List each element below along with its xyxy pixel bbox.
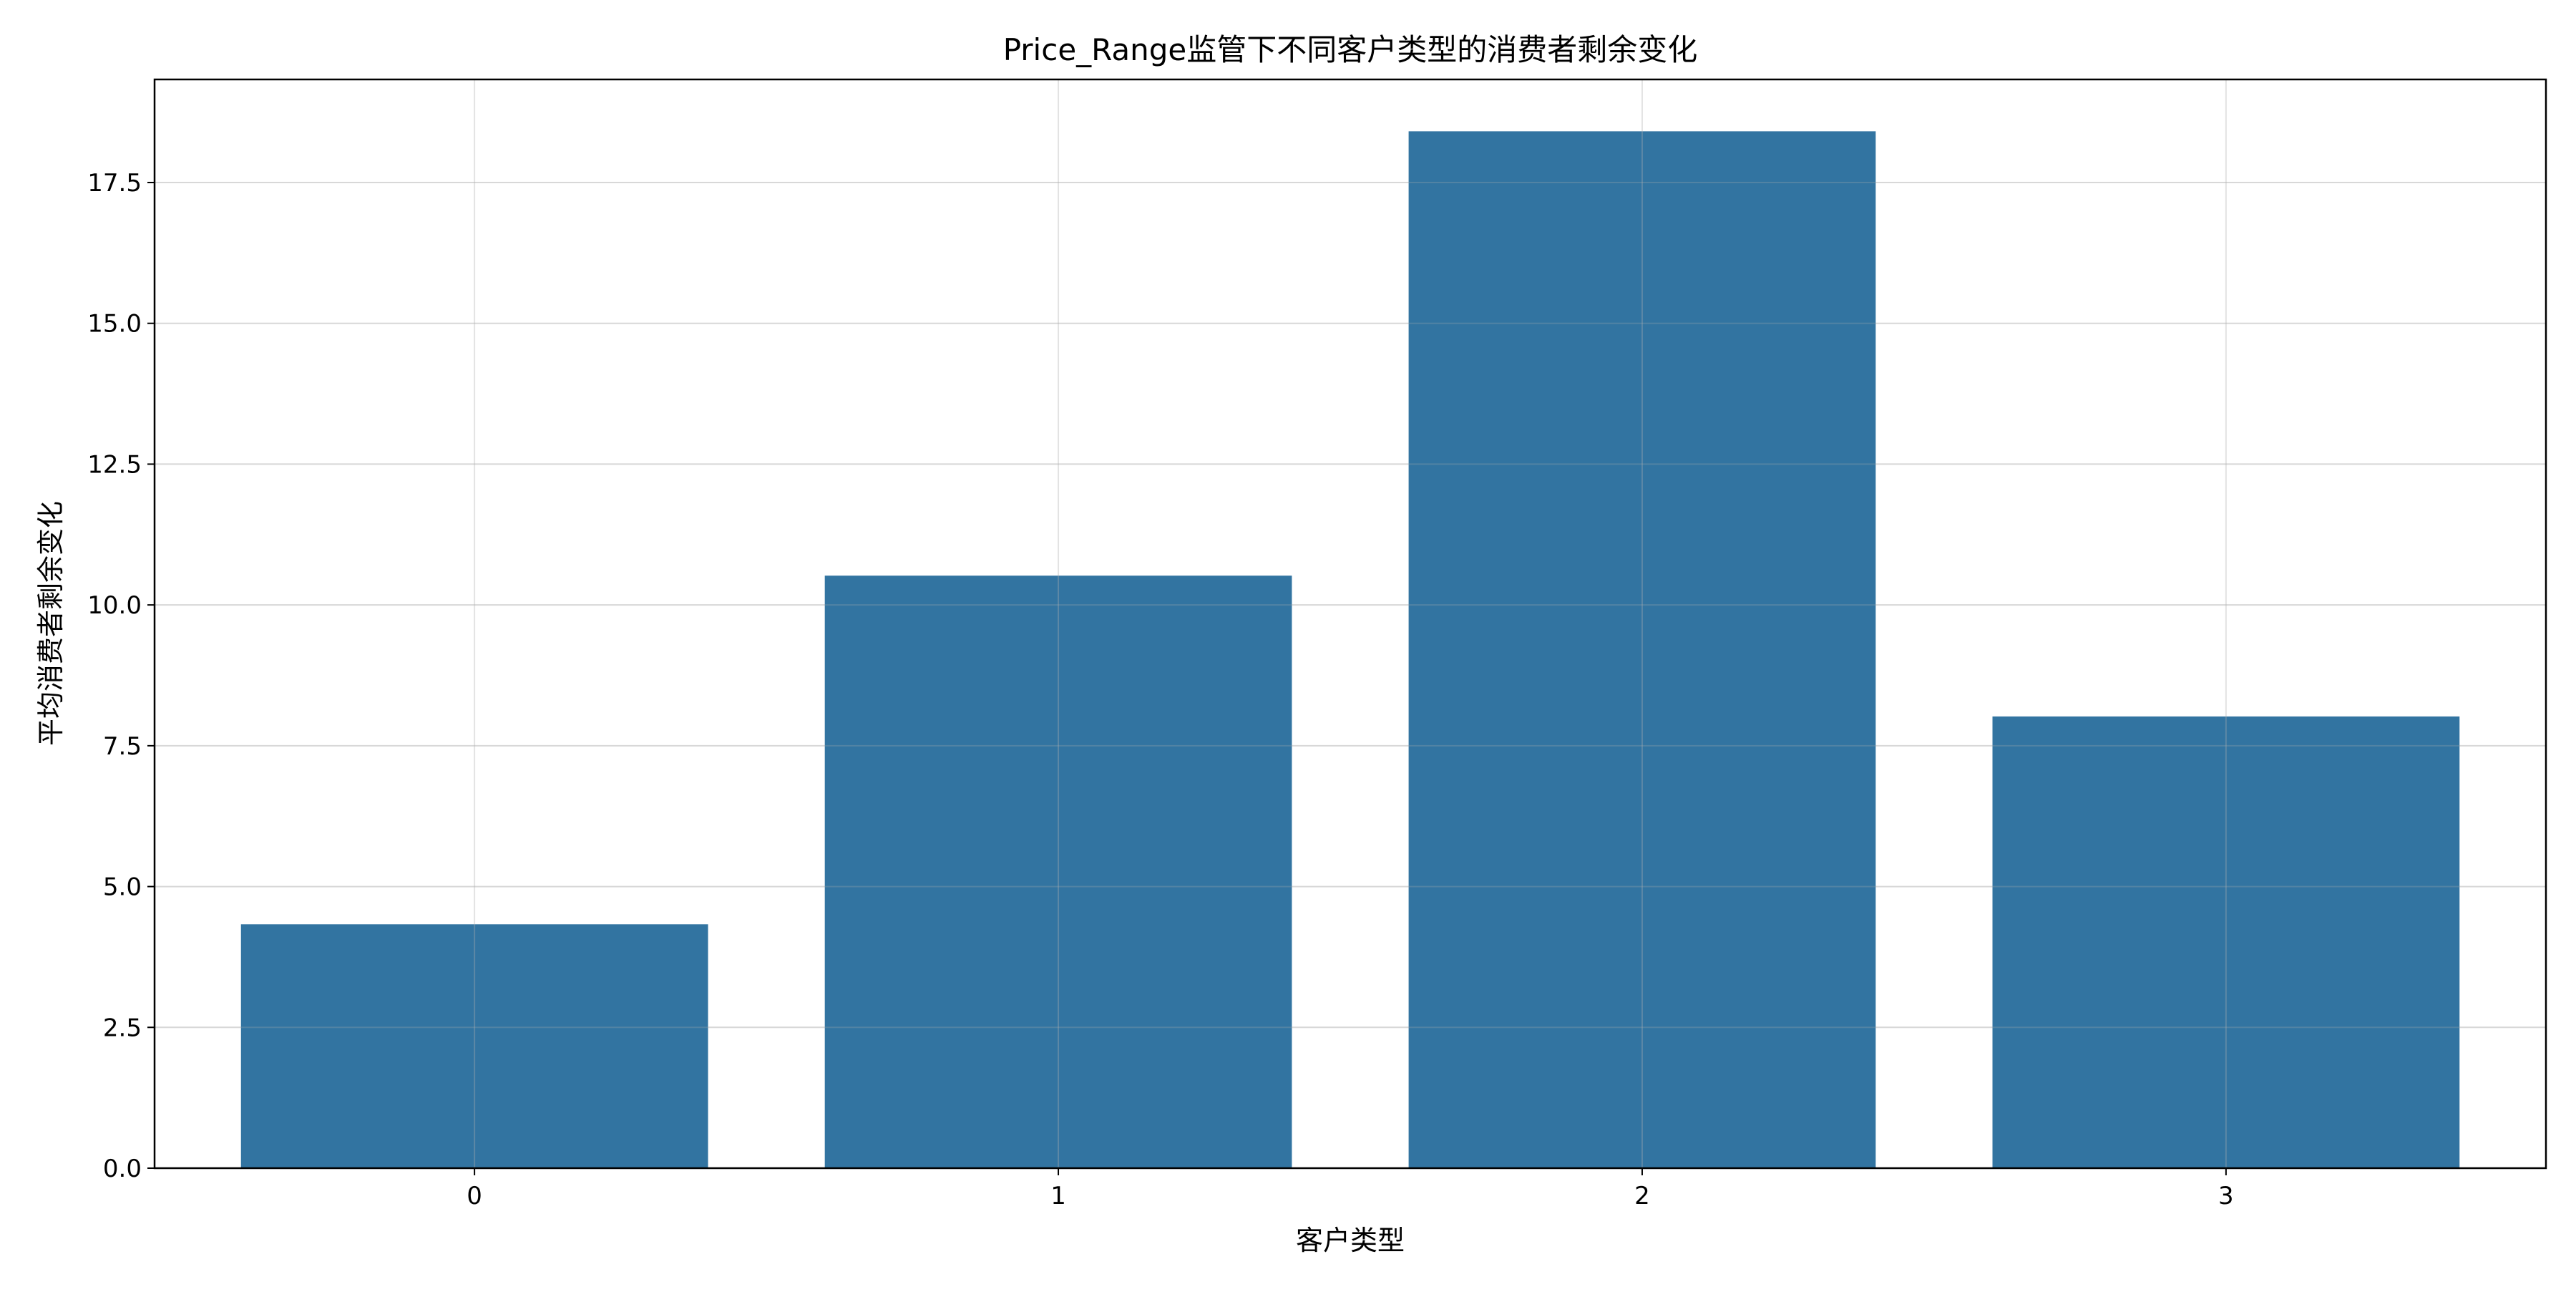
x-tick-label: 2 [1634,1182,1650,1210]
x-tick-label: 3 [2218,1182,2234,1210]
tick-layer: 0.0 2.5 5.0 7.5 10.0 12.5 15.0 17.5 0 1 2 3 [87,169,2233,1210]
plot-frame [153,78,2547,1170]
bar-1 [824,575,1292,1168]
y-tick-label: 10.0 [87,591,142,620]
y-tick-label: 2.5 [103,1014,142,1042]
bar-3 [1992,716,2460,1168]
y-tick-label: 17.5 [87,169,142,198]
y-tick-label: 15.0 [87,310,142,339]
bar-0 [240,924,708,1168]
chart-title: Price_Range监管下不同客户类型的消费者剩余变化 [1003,32,1698,67]
y-axis-label: 平均消费者剩余变化 [35,501,67,746]
x-tick-label: 1 [1050,1182,1066,1210]
y-tick-label: 12.5 [87,450,142,479]
bar-2 [1408,131,1876,1168]
x-tick-label: 0 [467,1182,482,1210]
bar-layer [240,131,2460,1168]
y-tick-label: 0.0 [103,1155,142,1183]
x-axis-label: 客户类型 [1296,1225,1405,1256]
y-tick-label: 7.5 [103,732,142,761]
y-tick-label: 5.0 [103,873,142,902]
